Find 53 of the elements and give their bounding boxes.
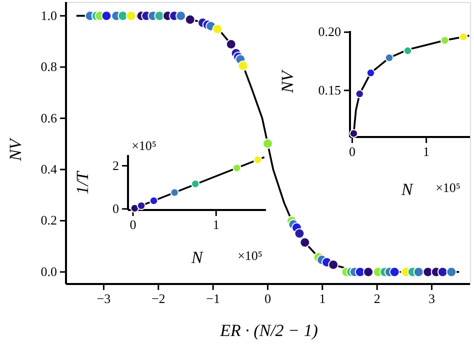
- x-tick-label: 2: [374, 291, 380, 306]
- point: [328, 260, 339, 270]
- y-tick-label: 0.6: [40, 110, 58, 126]
- point: [130, 204, 140, 213]
- x-tick-label: −1: [206, 291, 220, 306]
- point: [212, 24, 223, 34]
- point: [126, 10, 136, 22]
- point: [262, 138, 273, 149]
- y-tick-label: 0.20: [318, 24, 341, 40]
- point: [437, 266, 448, 278]
- point: [238, 60, 248, 72]
- x-axis-title: ER · (N/2 − 1): [219, 321, 318, 340]
- point: [136, 201, 146, 210]
- annotation: ×10⁵: [238, 248, 262, 263]
- x-tick-label: 1: [319, 291, 326, 306]
- point: [184, 14, 196, 25]
- y-axis-title: NV: [278, 68, 297, 94]
- annotation: ×10⁵: [436, 180, 460, 195]
- point: [253, 155, 262, 164]
- y-axis-title: 1/T: [73, 170, 92, 194]
- y-tick-label: 1.0: [40, 8, 57, 23]
- y-axis-title: NV: [6, 136, 25, 162]
- x-tick-label: −2: [151, 291, 166, 306]
- x-tick-label: 1: [423, 144, 430, 159]
- y-tick-label: 0.15: [318, 82, 341, 98]
- x-tick-label: 1: [212, 217, 220, 232]
- x-tick-label: 0: [264, 291, 271, 306]
- point: [349, 129, 358, 138]
- y-tick-label: 0.2: [40, 212, 57, 228]
- point: [101, 10, 112, 22]
- point: [389, 266, 400, 278]
- x-tick-label: −3: [96, 291, 111, 306]
- annotation: ×10⁵: [132, 138, 156, 153]
- x-axis-title: N: [190, 248, 204, 267]
- point: [232, 164, 242, 172]
- point: [170, 188, 179, 197]
- point: [366, 68, 376, 78]
- point: [176, 10, 186, 22]
- point: [403, 46, 412, 56]
- point: [294, 228, 305, 239]
- point: [149, 196, 158, 206]
- point: [446, 266, 457, 278]
- x-tick-label: 3: [428, 291, 435, 306]
- point: [413, 266, 424, 278]
- point: [190, 180, 200, 188]
- y-tick-label: 0.4: [40, 162, 58, 177]
- y-tick-label: 0.8: [40, 59, 57, 74]
- x-axis-title: N: [400, 180, 414, 199]
- point: [363, 266, 374, 278]
- point: [300, 237, 310, 248]
- point: [384, 53, 394, 62]
- point: [226, 39, 236, 50]
- y-tick-label: 0.0: [40, 264, 57, 279]
